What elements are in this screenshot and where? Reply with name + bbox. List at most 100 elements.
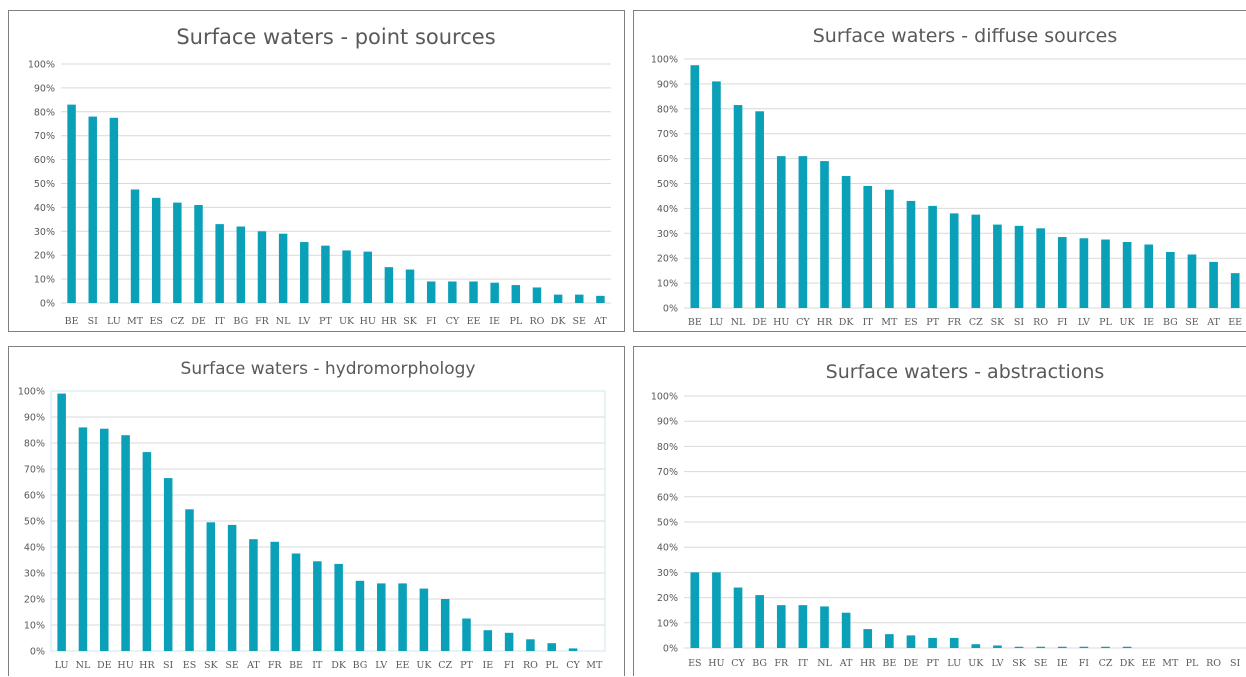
chart-title: Surface waters - abstractions: [826, 361, 1105, 383]
y-tick-label: 50%: [34, 179, 55, 190]
y-tick-label: 0%: [40, 299, 55, 310]
x-tick-label: HR: [817, 317, 833, 328]
bar: [532, 287, 542, 303]
y-tick-label: 80%: [24, 439, 45, 450]
bar: [553, 294, 563, 303]
y-tick-label: 100%: [28, 60, 55, 71]
bar: [690, 65, 700, 308]
bar: [928, 637, 937, 648]
x-tick-label: IT: [215, 316, 226, 327]
bar: [798, 156, 808, 308]
x-tick-label: BE: [688, 317, 702, 328]
chart-hydromorphology: Surface waters - hydromorphology 0% 10% 20%…: [8, 346, 625, 676]
x-tick-label: PL: [1099, 317, 1112, 328]
y-tick-label: 0%: [663, 304, 678, 315]
x-tick-label: SE: [573, 316, 587, 327]
x-tick-label: UK: [339, 316, 355, 327]
bar: [405, 269, 415, 303]
x-tick-label: IT: [312, 660, 323, 671]
bar: [733, 105, 743, 308]
x-tick-label: AT: [1206, 317, 1220, 328]
x-tick-label: EE: [467, 316, 481, 327]
bar: [151, 197, 161, 303]
bar: [363, 251, 372, 303]
x-tick-label: PL: [509, 316, 522, 327]
x-tick-label: IE: [1143, 317, 1154, 328]
x-tick-label: LV: [298, 316, 310, 327]
y-tick-label: 50%: [657, 179, 678, 190]
x-tick-label: SK: [991, 317, 1006, 328]
x-tick-label: CY: [446, 316, 460, 327]
bar: [440, 599, 450, 651]
x-tick-label: CZ: [438, 660, 452, 671]
x-tick-label: MT: [586, 660, 603, 671]
x-tick-label: IT: [863, 317, 874, 328]
x-tick-label: ES: [904, 317, 917, 328]
bar: [377, 583, 386, 651]
x-tick-label: NL: [817, 658, 832, 669]
bar: [841, 176, 851, 308]
x-tick-label: LV: [1078, 317, 1090, 328]
bar: [949, 637, 959, 648]
bar: [1014, 646, 1024, 648]
bar: [568, 648, 578, 651]
x-tick-label: HU: [117, 660, 133, 671]
bar: [185, 509, 194, 651]
bar: [448, 281, 457, 303]
x-tick-label: CY: [731, 658, 745, 669]
bar: [547, 643, 556, 651]
bar: [1144, 244, 1154, 308]
bar: [841, 612, 851, 648]
bar: [1230, 273, 1240, 308]
y-tick-label: 50%: [657, 518, 678, 529]
x-tick-label: PT: [926, 317, 939, 328]
y-tick-label: 80%: [657, 104, 678, 115]
x-tick-label: AT: [839, 658, 853, 669]
bar: [885, 634, 894, 648]
chart-title: Surface waters - diffuse sources: [813, 25, 1117, 47]
bar: [278, 233, 288, 303]
bar: [776, 156, 786, 308]
x-tick-label: CY: [566, 660, 580, 671]
x-tick-label: UK: [968, 658, 984, 669]
x-tick-label: LV: [375, 660, 387, 671]
x-tick-label: CY: [796, 317, 810, 328]
x-tick-label: UK: [416, 660, 432, 671]
x-tick-label: MT: [881, 317, 898, 328]
y-tick-label: 60%: [34, 155, 55, 166]
x-tick-label: IT: [798, 658, 809, 669]
chart-svg: Surface waters - abstractions 0% 10% 20% 30%…: [651, 361, 1246, 669]
y-tick-label: 40%: [24, 543, 45, 554]
bar: [236, 226, 246, 303]
x-tick-label: SK: [204, 660, 219, 671]
y-tick-label: 30%: [657, 568, 678, 579]
bar: [712, 572, 721, 648]
bar: [712, 81, 721, 308]
y-tick-label: 20%: [657, 254, 678, 265]
bar: [1079, 238, 1089, 308]
bar: [321, 245, 330, 303]
y-tick-label: 50%: [24, 517, 45, 528]
x-tick-label: MT: [1162, 658, 1179, 669]
y-tick-label: 60%: [24, 491, 45, 502]
y-tick-label: 70%: [657, 467, 678, 478]
x-tick-label: LU: [55, 660, 69, 671]
x-tick-label: FR: [268, 660, 283, 671]
bar: [820, 606, 829, 648]
bar: [906, 635, 916, 648]
bar: [1014, 225, 1024, 308]
x-tick-label: DE: [904, 658, 919, 669]
bar: [67, 104, 76, 303]
x-tick-label: IE: [489, 316, 500, 327]
bar: [426, 281, 436, 303]
x-tick-label: BE: [882, 658, 896, 669]
bar: [1036, 228, 1045, 308]
x-tick-label: FI: [1079, 658, 1090, 669]
y-tick-label: 80%: [34, 107, 55, 118]
x-tick-label: DK: [551, 316, 567, 327]
x-tick-label: CZ: [1099, 658, 1113, 669]
bar: [270, 541, 279, 651]
x-tick-label: HR: [860, 658, 876, 669]
bar: [906, 200, 916, 308]
x-tick-label: PT: [460, 660, 473, 671]
